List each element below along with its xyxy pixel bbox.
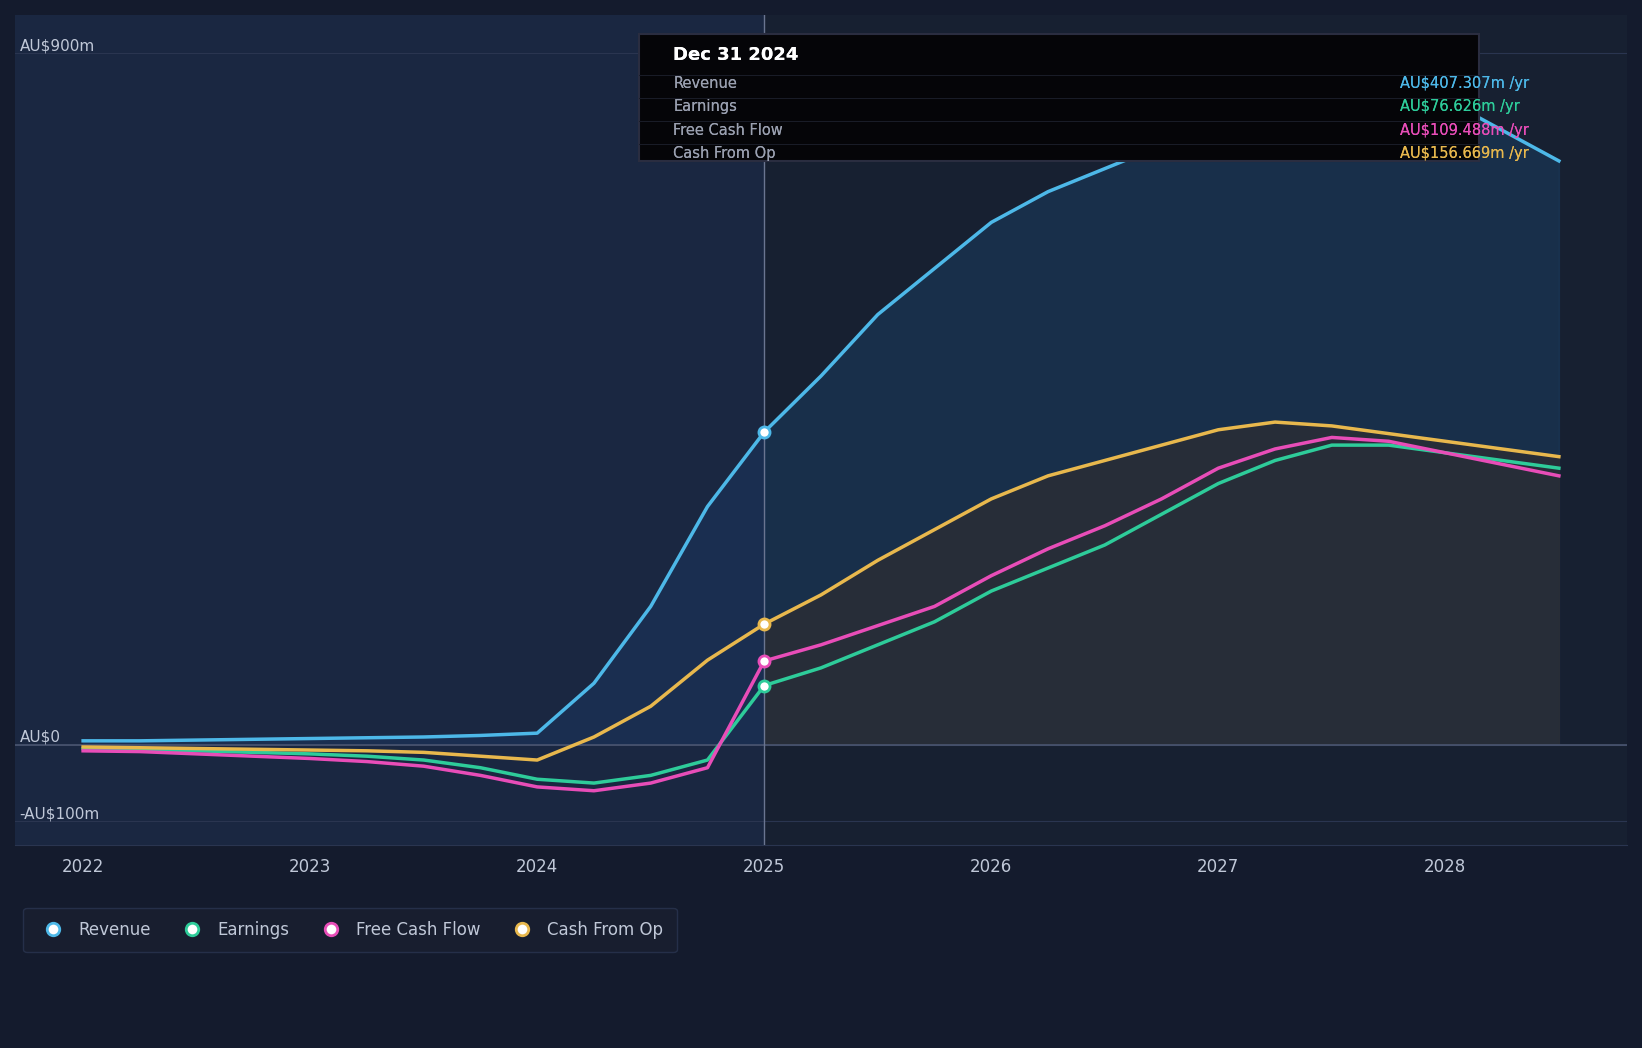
Text: AU$0: AU$0 [20, 729, 61, 745]
Bar [764, 15, 1627, 845]
Bar [15, 15, 764, 845]
Text: Earnings: Earnings [673, 100, 737, 114]
Text: AU$156.669m /yr: AU$156.669m /yr [1401, 146, 1529, 160]
Text: AU$407.307m /yr: AU$407.307m /yr [1401, 77, 1529, 91]
Text: Earnings: Earnings [673, 100, 737, 114]
Text: AU$109.488m /yr: AU$109.488m /yr [1401, 123, 1529, 137]
Text: Cash From Op: Cash From Op [673, 146, 777, 160]
Text: AU$76.626m /yr: AU$76.626m /yr [1401, 100, 1520, 114]
Text: Dec 31 2024: Dec 31 2024 [673, 46, 798, 64]
Text: Revenue: Revenue [673, 77, 737, 91]
Text: Revenue: Revenue [673, 77, 737, 91]
Legend: Revenue, Earnings, Free Cash Flow, Cash From Op: Revenue, Earnings, Free Cash Flow, Cash … [23, 908, 677, 953]
Text: Free Cash Flow: Free Cash Flow [673, 123, 783, 137]
FancyBboxPatch shape [639, 35, 1479, 161]
Text: AU$407.307m /yr: AU$407.307m /yr [1401, 77, 1529, 91]
Text: AU$109.488m /yr: AU$109.488m /yr [1401, 123, 1529, 137]
Text: Dec 31 2024: Dec 31 2024 [673, 46, 798, 64]
Text: Analysts Forecasts: Analysts Forecasts [787, 77, 943, 94]
Text: Cash From Op: Cash From Op [673, 146, 777, 160]
Text: Free Cash Flow: Free Cash Flow [673, 123, 783, 137]
Text: AU$900m: AU$900m [20, 39, 95, 53]
Text: AU$156.669m /yr: AU$156.669m /yr [1401, 146, 1529, 160]
Text: AU$76.626m /yr: AU$76.626m /yr [1401, 100, 1520, 114]
Text: Past: Past [718, 77, 754, 94]
Text: -AU$100m: -AU$100m [20, 807, 100, 822]
